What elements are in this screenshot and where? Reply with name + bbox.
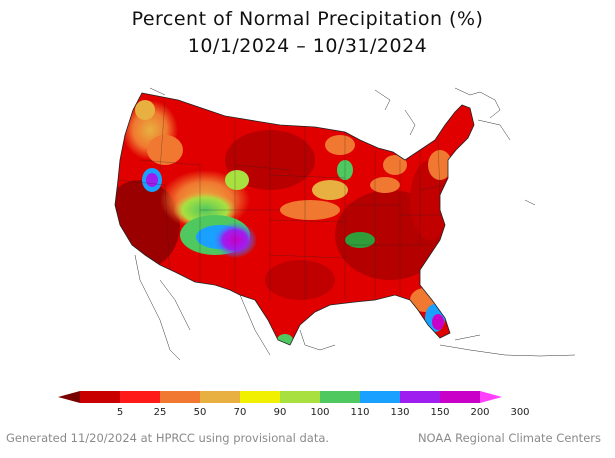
legend-tick-label: 110 xyxy=(350,407,369,418)
legend-arrow-high xyxy=(480,391,502,403)
legend-tick-label: 25 xyxy=(154,407,167,418)
generated-note: Generated 11/20/2024 at HPRCC using prov… xyxy=(6,431,330,445)
legend-segment xyxy=(160,391,201,403)
legend-tick-label: 130 xyxy=(390,407,409,418)
source-credit: NOAA Regional Climate Centers xyxy=(417,431,601,445)
legend-segment xyxy=(200,391,241,403)
legend-segment xyxy=(120,391,161,403)
us-outline xyxy=(114,92,475,346)
legend-segment xyxy=(400,391,441,403)
legend-tick-label: 150 xyxy=(430,407,449,418)
state-boundaries xyxy=(117,99,446,300)
legend-tick-label: 70 xyxy=(234,407,247,418)
legend-arrow-low xyxy=(58,391,80,403)
legend-tick-label: 50 xyxy=(194,407,207,418)
legend-segment xyxy=(80,391,121,403)
legend-tick-labels: 5 25 50 70 90 100 110 130 150 200 300 xyxy=(117,407,530,418)
legend-segment xyxy=(440,391,481,403)
legend-segment xyxy=(320,391,361,403)
date-range: 10/1/2024 – 10/31/2024 xyxy=(187,35,428,57)
legend-tick-label: 5 xyxy=(117,407,123,418)
map-title: Percent of Normal Precipitation (%) xyxy=(131,8,484,30)
legend-tick-label: 90 xyxy=(274,407,287,418)
legend-color-segments xyxy=(58,391,502,403)
legend-tick-label: 300 xyxy=(510,407,529,418)
legend-segment xyxy=(360,391,401,403)
legend-tick-label: 100 xyxy=(310,407,329,418)
legend-segment xyxy=(240,391,281,403)
legend-segment xyxy=(280,391,321,403)
legend-tick-label: 200 xyxy=(470,407,489,418)
neighbor-outlines xyxy=(134,87,576,361)
